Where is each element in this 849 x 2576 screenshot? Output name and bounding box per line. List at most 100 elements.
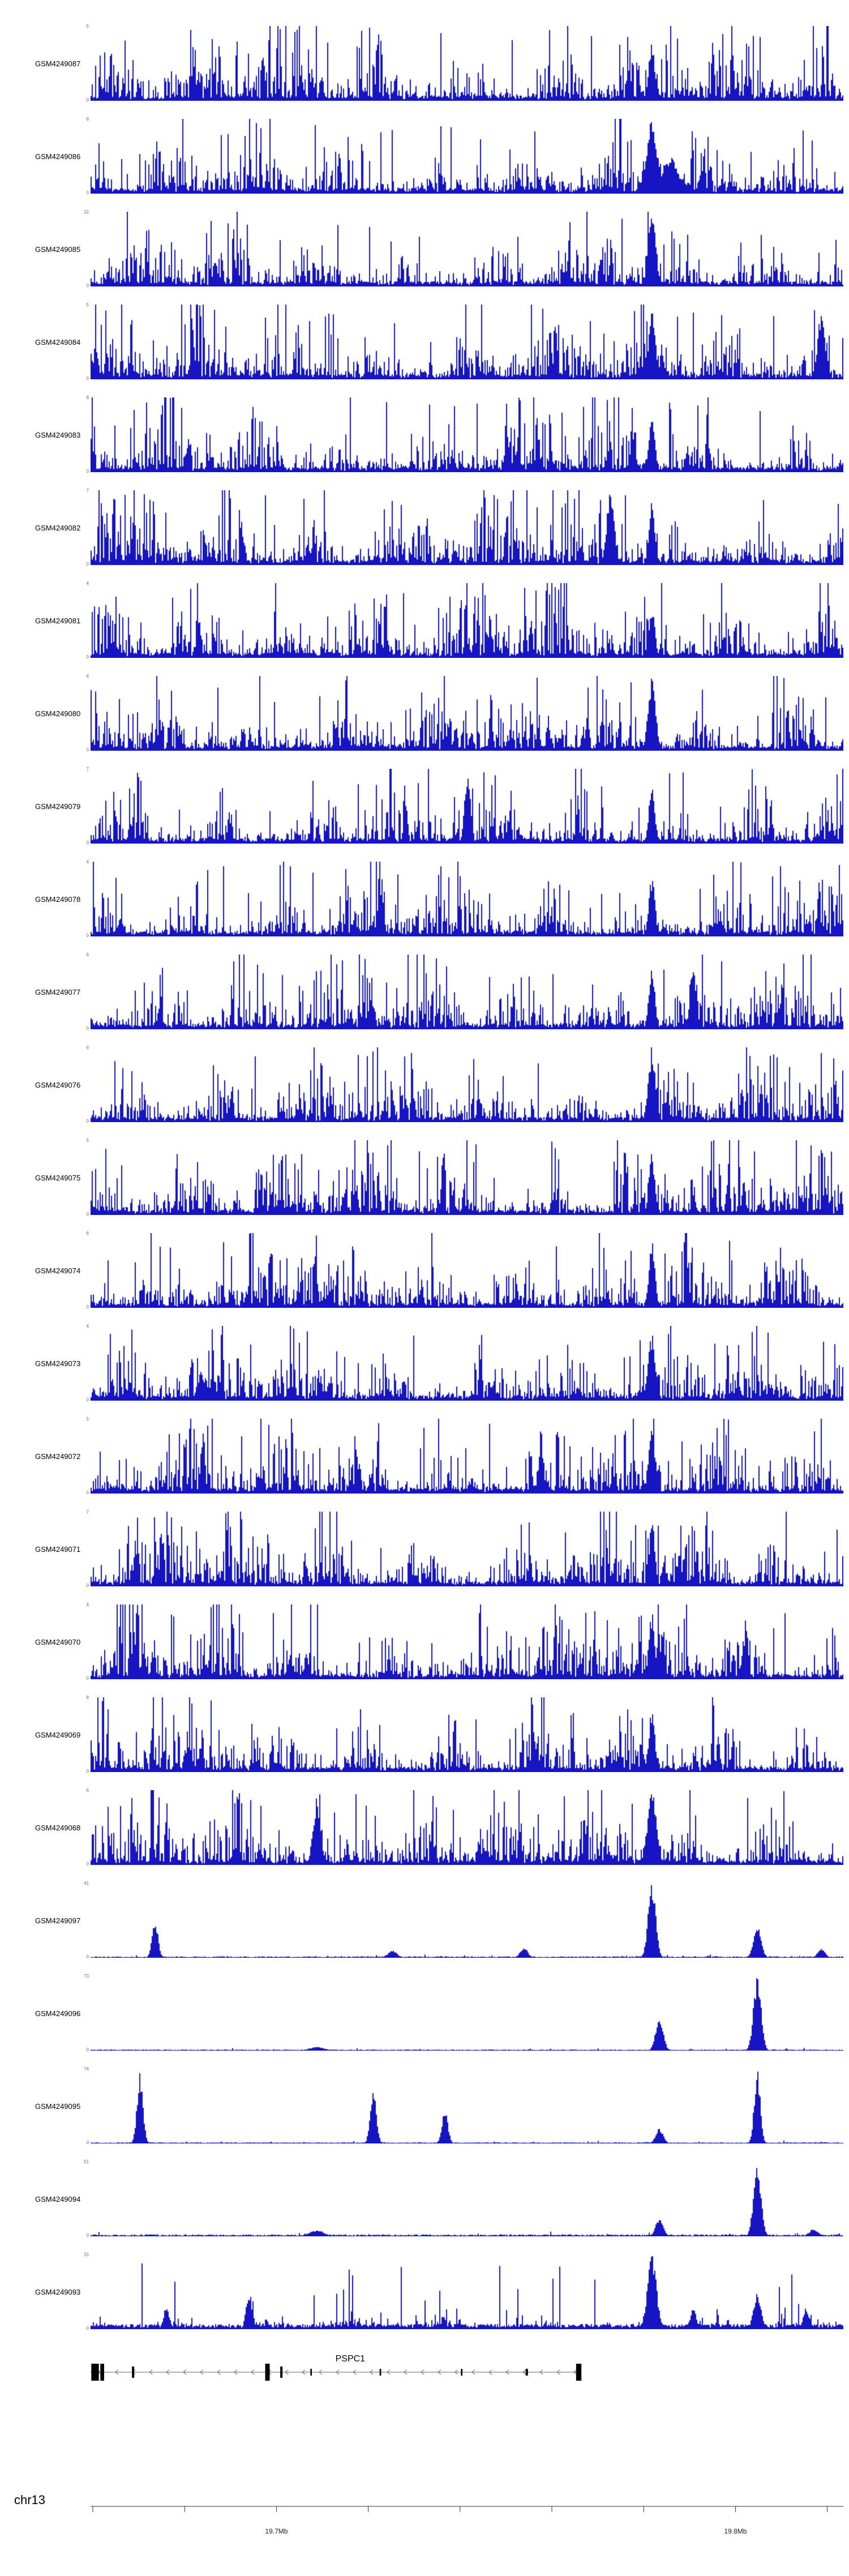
track-sample-label: GSM4249087: [35, 59, 81, 68]
track-sample-label: GSM4249096: [35, 2009, 81, 2018]
y-axis-zero-label: 0: [86, 1490, 89, 1495]
track-sample-label: GSM4249072: [35, 1452, 81, 1461]
track-plot-area: 15 0: [84, 2253, 843, 2331]
svg-text:19.7Mb: 19.7Mb: [265, 2527, 288, 2535]
y-axis-max-label: 74: [84, 2066, 89, 2072]
track-plot-area: 5 0: [87, 24, 843, 102]
y-axis-zero-label: 0: [86, 2047, 89, 2052]
y-axis-zero-label: 0: [86, 2140, 89, 2145]
y-axis-zero-label: 0: [86, 654, 89, 660]
y-axis-zero-label: 0: [86, 1119, 89, 1124]
track-sample-label: GSM4249073: [35, 1359, 81, 1368]
coverage-signal-plot: [91, 26, 843, 101]
signal-track-row: GSM4249097 41 0: [0, 1874, 849, 1967]
signal-track-row: GSM4249095 74 0: [0, 2060, 849, 2153]
coverage-signal-plot: [91, 1140, 843, 1215]
y-axis-max-label: 6: [86, 1231, 89, 1236]
signal-track-row: GSM4249079 7 0: [0, 760, 849, 853]
track-plot-area: 73 0: [84, 1974, 843, 2052]
y-axis-zero-label: 0: [86, 97, 89, 102]
coverage-signal-plot: [91, 1047, 843, 1122]
gene-model: [91, 2364, 582, 2381]
track-sample-label: GSM4249074: [35, 1266, 81, 1275]
y-axis-zero-label: 0: [86, 562, 89, 567]
signal-track-row: GSM4249074 6 0: [0, 1224, 849, 1317]
y-axis-zero-label: 0: [86, 1676, 89, 1681]
signal-track-row: GSM4249075 5 0: [0, 1131, 849, 1224]
chromosome-axis-track: chr13 19.7Mb 19.8Mb: [0, 2493, 849, 2557]
coverage-signal-plot: [91, 676, 843, 751]
y-axis-zero-label: 0: [86, 933, 89, 938]
track-plot-area: 51 0: [84, 2160, 843, 2238]
track-sample-label: GSM4249075: [35, 1173, 81, 1182]
coverage-signal-plot: [91, 305, 843, 379]
y-axis-max-label: 7: [86, 488, 89, 493]
track-plot-area: 6 0: [87, 1231, 843, 1310]
signal-track-row: GSM4249094 51 0: [0, 2153, 849, 2245]
coverage-signal-plot: [91, 1604, 843, 1679]
svg-text:19.8Mb: 19.8Mb: [724, 2527, 747, 2535]
signal-track-row: GSM4249083 8 0: [0, 388, 849, 481]
track-sample-label: GSM4249094: [35, 2194, 81, 2203]
y-axis-zero-label: 0: [86, 1583, 89, 1588]
coverage-signal-plot: [91, 1976, 843, 2051]
track-sample-label: GSM4249083: [35, 430, 81, 439]
y-axis-max-label: 5: [86, 24, 89, 29]
gene-model-area: [91, 2354, 843, 2390]
track-sample-label: GSM4249080: [35, 709, 81, 718]
signal-track-row: GSM4249072 5 0: [0, 1410, 849, 1503]
y-axis-max-label: 4: [86, 581, 89, 586]
y-axis-max-label: 8: [86, 1695, 89, 1700]
signal-track-row: GSM4249081 4 0: [0, 574, 849, 667]
y-axis-max-label: 5: [86, 302, 89, 307]
coverage-signal-plot: [91, 1697, 843, 1772]
signal-track-row: GSM4249076 6 0: [0, 1038, 849, 1131]
track-sample-label: GSM4249078: [35, 895, 81, 904]
signal-track-row: GSM4249082 7 0: [0, 481, 849, 574]
coverage-signal-plot: [91, 1790, 843, 1865]
coverage-signal-plot: [91, 397, 843, 472]
coverage-signal-plot: [91, 212, 843, 286]
y-axis-zero-label: 0: [86, 1397, 89, 1402]
track-plot-area: 4 0: [87, 1603, 843, 1681]
signal-track-row: GSM4249073 4 0: [0, 1317, 849, 1410]
genomic-axis-area: 19.7Mb 19.8Mb: [91, 2501, 843, 2546]
coverage-signal-plot: [91, 1512, 843, 1586]
y-axis-max-label: 15: [84, 2252, 89, 2257]
track-plot-area: 8 0: [87, 396, 843, 474]
track-plot-area: 8 0: [87, 1696, 843, 1774]
track-sample-label: GSM4249081: [35, 616, 81, 625]
y-axis-max-label: 6: [86, 1788, 89, 1793]
y-axis-max-label: 6: [86, 674, 89, 679]
signal-track-row: GSM4249068 6 0: [0, 1781, 849, 1874]
track-plot-area: 4 0: [87, 860, 843, 938]
track-sample-label: GSM4249077: [35, 987, 81, 996]
track-plot-area: 6 0: [87, 674, 843, 752]
y-axis-zero-label: 0: [86, 1862, 89, 1867]
coverage-signal-plot: [91, 2069, 843, 2143]
track-sample-label: GSM4249086: [35, 152, 81, 161]
signal-track-row: GSM4249086 8 0: [0, 110, 849, 203]
y-axis-max-label: 4: [86, 859, 89, 865]
y-axis-max-label: 51: [84, 2159, 89, 2164]
chromosome-label: chr13: [14, 2493, 46, 2507]
y-axis-max-label: 8: [86, 395, 89, 400]
y-axis-max-label: 6: [86, 1045, 89, 1050]
track-sample-label: GSM4249085: [35, 245, 81, 254]
coverage-signal-plot: [91, 1233, 843, 1308]
y-axis-max-label: 5: [86, 1417, 89, 1422]
genomic-coordinate-axis: 19.7Mb 19.8Mb: [91, 2506, 843, 2535]
y-axis-zero-label: 0: [86, 2326, 89, 2331]
track-plot-area: 6 0: [87, 953, 843, 1031]
track-plot-area: 74 0: [84, 2067, 843, 2145]
coverage-signal-plot: [91, 1419, 843, 1494]
y-axis-zero-label: 0: [86, 283, 89, 288]
track-sample-label: GSM4249068: [35, 1823, 81, 1832]
coverage-signal-plot: [91, 583, 843, 658]
gene-annotation-track: PSPC1: [0, 2354, 849, 2413]
track-plot-area: 6 0: [87, 1046, 843, 1124]
y-axis-max-label: 41: [84, 1881, 89, 1886]
signal-track-row: GSM4249087 5 0: [0, 17, 849, 110]
y-axis-max-label: 12: [84, 209, 89, 215]
